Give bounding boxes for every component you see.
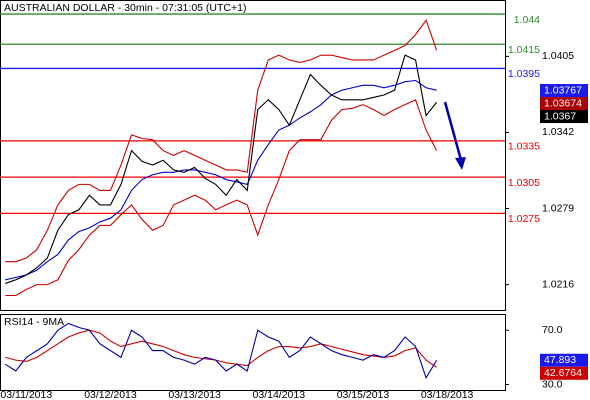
- price-tag-label: 47.893: [544, 354, 576, 366]
- y-tick-label: 30.0: [542, 378, 563, 390]
- x-tick-label: 03/14/2013: [253, 389, 306, 400]
- level-label: 1.044: [514, 14, 540, 26]
- price-tag-label: 1.03767: [544, 84, 582, 96]
- y-tick-label: 1.0342: [542, 126, 574, 138]
- series-line: [5, 18, 438, 263]
- trend-arrow: [443, 101, 466, 170]
- arrow-shaft: [443, 101, 463, 161]
- series-line: [4, 322, 438, 380]
- level-label: 1.0415: [508, 44, 540, 56]
- price-tag-label: 42.6764: [544, 367, 582, 379]
- chart-title: AUSTRALIAN DOLLAR - 30min - 07:31:05 (UT…: [4, 2, 246, 14]
- level-label: 1.0275: [508, 213, 540, 225]
- arrow-head: [455, 157, 466, 170]
- level-label: 1.0335: [508, 141, 540, 153]
- x-tick-label: 03/18/2013: [421, 389, 474, 400]
- series-line: [5, 99, 438, 297]
- series-line: [5, 329, 437, 368]
- price-tag: [540, 84, 588, 98]
- price-tag: [540, 366, 588, 380]
- level-label: 1.0395: [508, 68, 540, 80]
- price-panel: [0, 0, 506, 311]
- y-tick-label: 1.0279: [542, 202, 574, 214]
- price-tag-label: 1.03674: [544, 97, 582, 109]
- y-tick-label: 70.0: [542, 324, 563, 336]
- series-line: [5, 79, 437, 281]
- price-tag: [540, 353, 588, 367]
- x-tick-label: 03/15/2013: [337, 389, 390, 400]
- series-line: [5, 54, 438, 284]
- x-tick-label: 03/11/2013: [0, 389, 52, 400]
- price-tag-label: 1.0367: [544, 110, 576, 122]
- rsi-panel: [0, 314, 506, 391]
- y-tick-label: 1.0216: [542, 278, 574, 290]
- x-tick-label: 03/13/2013: [168, 389, 221, 400]
- price-tag: [540, 110, 588, 124]
- level-label: 1.0305: [508, 177, 540, 189]
- x-tick-label: 03/12/2013: [84, 389, 137, 400]
- y-tick-label: 1.0405: [542, 50, 574, 62]
- rsi-title: RSI14 - 9MA: [4, 316, 64, 328]
- price-tag: [540, 97, 588, 111]
